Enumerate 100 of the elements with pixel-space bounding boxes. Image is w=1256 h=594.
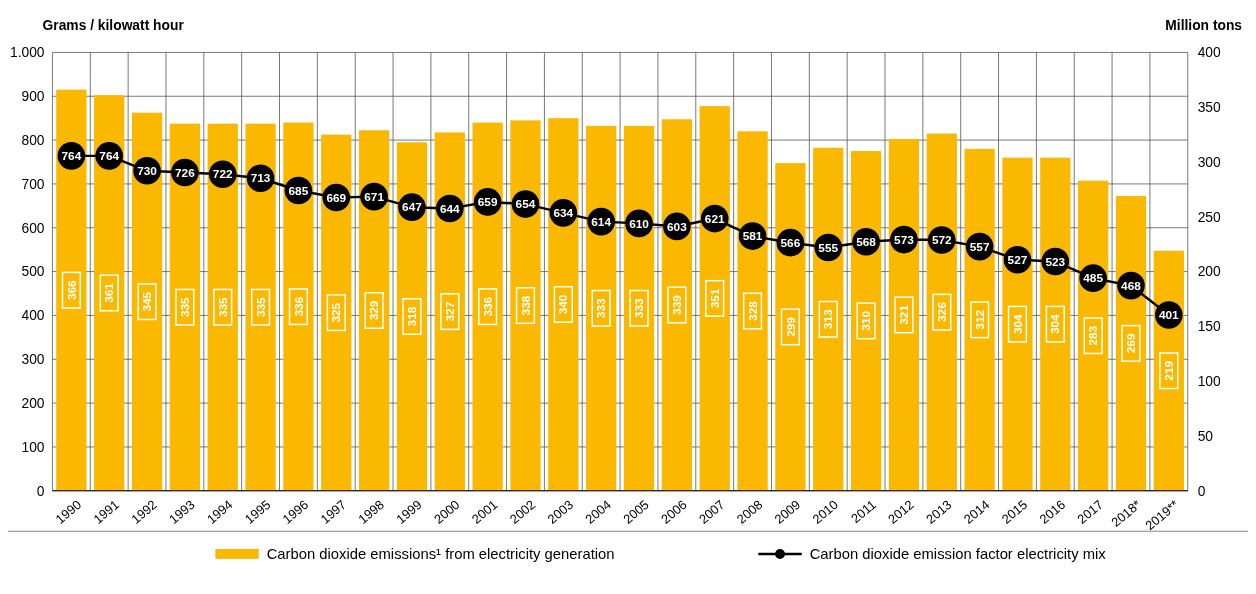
y2-tick-label: 350 [1197, 99, 1221, 116]
data-label: 764 [61, 149, 82, 164]
data-label: 336 [480, 296, 495, 317]
bar [926, 133, 957, 491]
bar [548, 118, 579, 491]
data-label: 366 [64, 279, 79, 301]
data-label: 644 [439, 201, 461, 216]
data-label: 325 [329, 302, 344, 323]
bar [169, 123, 201, 491]
data-label: 333 [632, 298, 647, 319]
data-label: 566 [780, 235, 801, 250]
data-label: 338 [518, 295, 533, 316]
bar [850, 151, 882, 491]
data-label: 568 [856, 234, 877, 249]
y2-tick-label: 200 [1197, 263, 1221, 280]
data-label: 401 [1158, 308, 1180, 323]
y2-tick-label: 150 [1197, 318, 1221, 335]
data-label: 335 [253, 296, 268, 318]
data-label: 764 [99, 149, 120, 164]
bar [1078, 180, 1109, 491]
bar [56, 89, 87, 491]
y-tick-label: 700 [21, 175, 45, 192]
data-label: 654 [515, 197, 536, 212]
data-label: 555 [818, 240, 839, 255]
bar [245, 123, 276, 491]
data-label: 312 [972, 309, 987, 330]
data-label: 713 [250, 171, 271, 186]
data-label: 333 [594, 298, 609, 319]
y2-axis-title: Million tons [1165, 16, 1243, 33]
bar [1040, 157, 1071, 491]
data-label: 614 [591, 214, 612, 229]
data-label: 468 [1121, 278, 1142, 293]
y-tick-label: 0 [36, 482, 45, 499]
y-tick-label: 500 [21, 263, 45, 280]
bar [131, 112, 163, 491]
bar [396, 142, 428, 491]
data-label: 269 [1124, 333, 1139, 354]
bar [1002, 157, 1033, 491]
bar [434, 132, 465, 491]
data-label: 523 [1045, 254, 1066, 269]
data-label: 485 [1083, 271, 1104, 286]
bar [699, 106, 730, 491]
data-label: 328 [745, 300, 760, 321]
y-tick-label: 100 [21, 438, 45, 455]
y-tick-label: 900 [21, 88, 45, 105]
legend-label: Carbon dioxide emission factor electricity mix [809, 546, 1107, 563]
data-label: 304 [1048, 313, 1063, 335]
bar [964, 148, 995, 491]
data-label: 339 [670, 294, 685, 315]
y-tick-label: 1.000 [9, 44, 45, 61]
data-label: 335 [178, 296, 193, 318]
bar [775, 163, 806, 491]
data-label: 527 [1007, 252, 1028, 267]
y-tick-label: 800 [21, 131, 45, 148]
y2-tick-label: 0 [1197, 482, 1206, 499]
bar [737, 131, 768, 491]
data-label: 573 [894, 232, 915, 247]
data-label: 603 [666, 219, 688, 234]
data-label: 321 [897, 304, 912, 325]
y2-tick-label: 300 [1197, 153, 1221, 170]
bar [510, 120, 541, 491]
data-label: 621 [704, 211, 725, 226]
data-label: 671 [364, 189, 385, 204]
bar [623, 125, 655, 491]
bar [1115, 195, 1147, 491]
y-tick-label: 400 [21, 307, 45, 324]
data-label: 669 [326, 190, 347, 205]
data-label: 361 [102, 282, 117, 303]
y2-tick-label: 50 [1197, 427, 1214, 444]
bar [321, 134, 352, 491]
data-label: 722 [212, 167, 234, 182]
y-tick-label: 200 [21, 394, 45, 411]
y-axis-title: Grams / kilowatt hour [42, 16, 185, 33]
legend-label: Carbon dioxide emissions¹ from electricity generation [266, 546, 615, 563]
data-label: 318 [405, 306, 420, 327]
data-label: 327 [442, 301, 457, 322]
data-label: 726 [175, 165, 196, 180]
data-label: 647 [402, 200, 423, 215]
y2-tick-label: 250 [1197, 208, 1221, 225]
data-label: 326 [934, 301, 949, 323]
data-label: 304 [1010, 313, 1025, 335]
data-label: 299 [783, 316, 798, 337]
bar [586, 125, 617, 491]
data-label: 572 [931, 233, 953, 248]
data-label: 634 [553, 206, 574, 220]
bar [888, 139, 920, 491]
data-label: 685 [288, 183, 309, 198]
bar [283, 122, 314, 491]
data-label: 335 [215, 296, 230, 318]
data-label: 730 [137, 163, 158, 178]
data-label: 557 [969, 239, 990, 254]
data-label: 310 [859, 310, 874, 331]
y2-tick-label: 400 [1197, 44, 1221, 61]
bar [472, 122, 503, 491]
bar [661, 119, 693, 491]
data-label: 219 [1161, 360, 1176, 381]
data-label: 351 [707, 288, 722, 309]
bar [1153, 250, 1184, 491]
bar [94, 95, 125, 491]
y2-tick-label: 100 [1197, 373, 1221, 390]
